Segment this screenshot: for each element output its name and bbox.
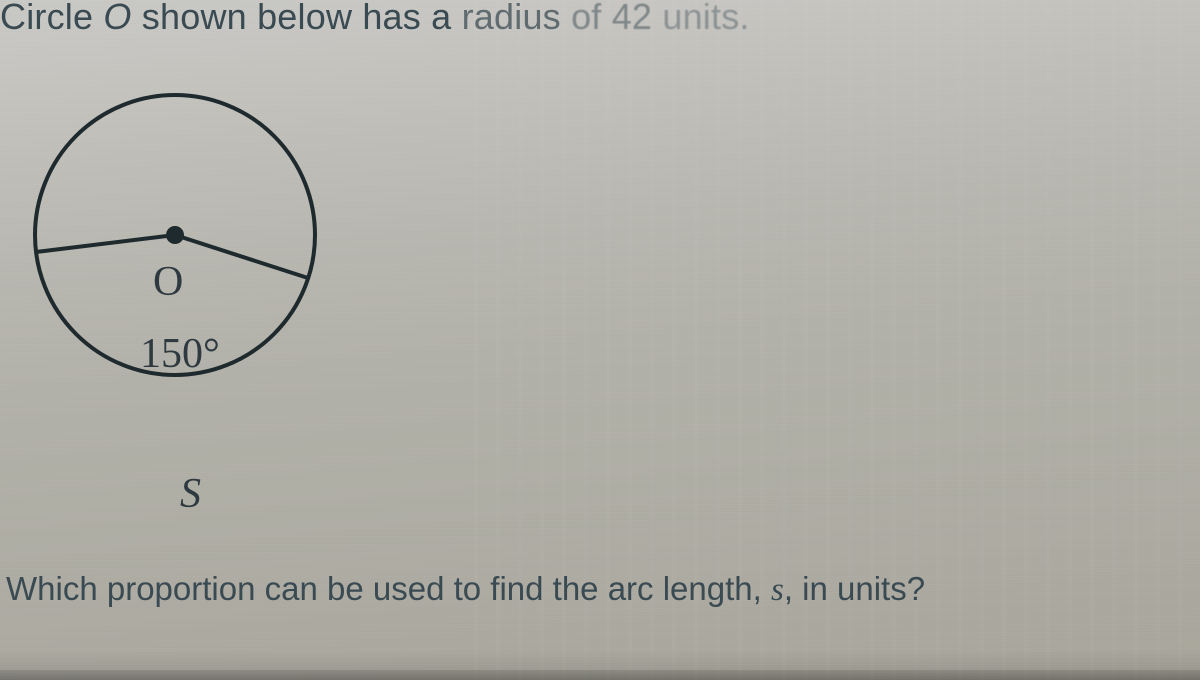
arc-label: S <box>180 470 201 518</box>
text: , in units? <box>784 570 925 607</box>
circle-diagram: O 150° S <box>10 70 340 400</box>
problem-statement: Circle O shown below has a radius of 42 … <box>0 0 750 38</box>
text-faded: radius <box>462 0 561 37</box>
center-dot <box>166 226 184 244</box>
angle-label: 150° <box>140 330 220 378</box>
text: Circle <box>0 0 103 37</box>
text: shown below has a <box>132 0 462 37</box>
center-label: O <box>153 258 183 306</box>
variable-o: O <box>103 0 131 37</box>
text-faded: of 42 <box>561 0 662 37</box>
radius-line-2 <box>175 235 308 278</box>
problem-content: Circle O shown below has a radius of 42 … <box>0 0 1200 680</box>
question-text: Which proportion can be used to find the… <box>6 570 925 609</box>
variable-s: s <box>771 572 784 608</box>
text-faded: units. <box>662 0 749 37</box>
text: Which proportion can be used to find the… <box>6 570 771 607</box>
radius-line-1 <box>36 235 175 252</box>
